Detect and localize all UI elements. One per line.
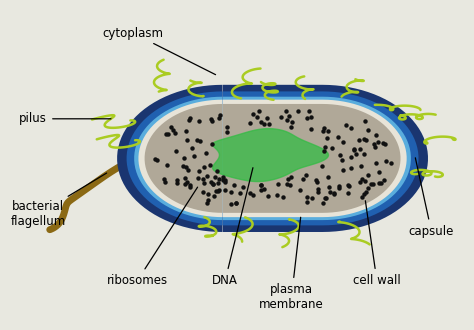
Text: pilus: pilus	[19, 112, 111, 125]
Text: capsule: capsule	[409, 158, 454, 238]
Polygon shape	[145, 104, 401, 213]
Polygon shape	[117, 85, 428, 232]
Polygon shape	[127, 91, 419, 225]
Text: ribosomes: ribosomes	[107, 187, 198, 287]
Text: bacterial
flagellum: bacterial flagellum	[10, 173, 107, 228]
Text: cytoplasm: cytoplasm	[102, 26, 216, 75]
Polygon shape	[134, 97, 411, 220]
Text: plasma
membrane: plasma membrane	[259, 217, 324, 311]
Text: DNA: DNA	[212, 168, 253, 287]
Text: cell wall: cell wall	[353, 201, 401, 287]
Polygon shape	[213, 129, 328, 182]
Polygon shape	[138, 100, 407, 217]
